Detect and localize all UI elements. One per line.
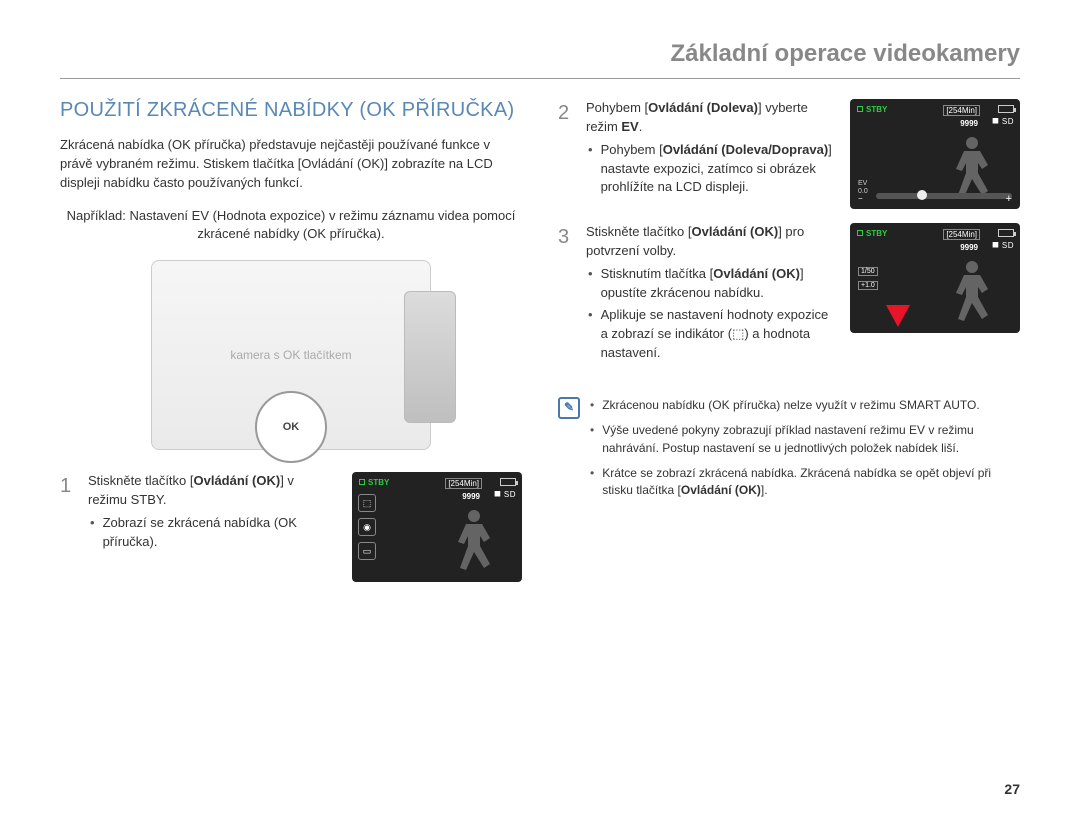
ok-button-graphic: OK — [255, 391, 327, 463]
time-remaining: [254Min] — [445, 478, 482, 489]
stby-label: STBY — [866, 105, 887, 114]
rec-indicator-icon — [359, 479, 365, 485]
lcd-screenshot-2: STBY [254Min] 9999 ⯀ SD EV 0.0 − + — [850, 99, 1020, 209]
note-icon: ✎ — [558, 397, 580, 419]
rec-indicator-icon — [857, 230, 863, 236]
step-3-text-a: Stiskněte tlačítko [ — [586, 224, 692, 239]
step-2: 2 Pohybem [Ovládání (Doleva)] vyberte re… — [558, 99, 834, 197]
step-2-bullet-b: Ovládání (Doleva/Doprava) — [663, 142, 828, 157]
stby-label: STBY — [866, 229, 887, 238]
rec-indicator-icon — [857, 106, 863, 112]
battery-icon — [500, 478, 516, 486]
example-text: Například: Nastavení EV (Hodnota expozic… — [60, 207, 522, 245]
stby-label: STBY — [368, 478, 389, 487]
intro-paragraph: Zkrácená nabídka (OK příručka) představu… — [60, 136, 522, 193]
af-icon: ▭ — [358, 542, 376, 560]
step-2-bullet-a: Pohybem [ — [601, 142, 663, 157]
counter: 9999 — [462, 492, 480, 501]
camera-illustration: kamera s OK tlačítkem OK — [151, 260, 431, 450]
lcd-screenshot-3: STBY [254Min] 9999 ⯀ SD 1/50 +1.0 — [850, 223, 1020, 333]
step-3-bullet1-a: Stisknutím tlačítka [ — [601, 266, 714, 281]
camera-placeholder-label: kamera s OK tlačítkem — [230, 348, 351, 362]
note-box: ✎ Zkrácenou nabídku (OK příručka) nelze … — [558, 397, 1020, 508]
time-remaining: [254Min] — [943, 105, 980, 116]
note-3-c: ]. — [761, 483, 768, 497]
battery-icon — [998, 105, 1014, 113]
lcd-screenshot-1: STBY [254Min] 9999 ⯀ SD ⬚ ◉ ▭ — [352, 472, 522, 582]
focus-icon: ◉ — [358, 518, 376, 536]
minus-icon: − — [858, 194, 863, 203]
step-3-text-b: Ovládání (OK) — [692, 224, 779, 239]
step-1-number: 1 — [60, 472, 78, 551]
skater-silhouette — [942, 255, 1002, 327]
plus-icon: + — [1006, 193, 1012, 205]
note-2: Výše uvedené pokyny zobrazují příklad na… — [602, 422, 1020, 457]
note-3-b: Ovládání (OK) — [681, 483, 761, 497]
time-remaining: [254Min] — [943, 229, 980, 240]
ev-label: EV — [858, 180, 867, 187]
counter: 9999 — [960, 243, 978, 252]
step-3-number: 3 — [558, 223, 576, 363]
red-arrow-icon — [886, 305, 910, 327]
note-1: Zkrácenou nabídku (OK příručka) nelze vy… — [602, 397, 979, 414]
step-3-bullet1-b: Ovládání (OK) — [713, 266, 800, 281]
step-2-text-e: . — [639, 119, 643, 134]
sd-icon: ⯀ SD — [494, 490, 516, 500]
step-2-text-a: Pohybem [ — [586, 100, 648, 115]
battery-icon — [998, 229, 1014, 237]
step-3: 3 Stiskněte tlačítko [Ovládání (OK)] pro… — [558, 223, 834, 363]
step-1-text-b: Ovládání (OK) — [194, 473, 281, 488]
ev-slider — [876, 193, 1012, 199]
step-2-text-d: EV — [621, 119, 638, 134]
sd-icon: ⯀ SD — [992, 241, 1014, 251]
note-3-a: Krátce se zobrazí zkrácená nabídka. Zkrá… — [602, 466, 991, 497]
section-title: POUŽITÍ ZKRÁCENÉ NABÍDKY (OK PŘÍRUČKA) — [60, 99, 522, 122]
shutter-indicator: 1/50 — [858, 267, 878, 276]
step-1: 1 Stiskněte tlačítko [Ovládání (OK)] v r… — [60, 472, 336, 551]
chapter-title: Základní operace videokamery — [60, 40, 1020, 79]
page-number: 27 — [1004, 781, 1020, 797]
step-1-text-a: Stiskněte tlačítko [ — [88, 473, 194, 488]
slider-knob — [917, 190, 927, 200]
step-2-text-b: Ovládání (Doleva) — [648, 100, 758, 115]
step-1-bullet: Zobrazí se zkrácená nabídka (OK příručka… — [103, 514, 336, 552]
step-2-number: 2 — [558, 99, 576, 197]
ev-indicator: +1.0 — [858, 281, 878, 290]
sd-icon: ⯀ SD — [992, 117, 1014, 127]
skater-silhouette — [444, 504, 504, 576]
ev-icon: ⬚ — [358, 494, 376, 512]
step-3-bullet2: Aplikuje se nastavení hodnoty expozice a… — [601, 306, 834, 363]
menu-icons: ⬚ ◉ ▭ — [358, 494, 376, 560]
counter: 9999 — [960, 119, 978, 128]
